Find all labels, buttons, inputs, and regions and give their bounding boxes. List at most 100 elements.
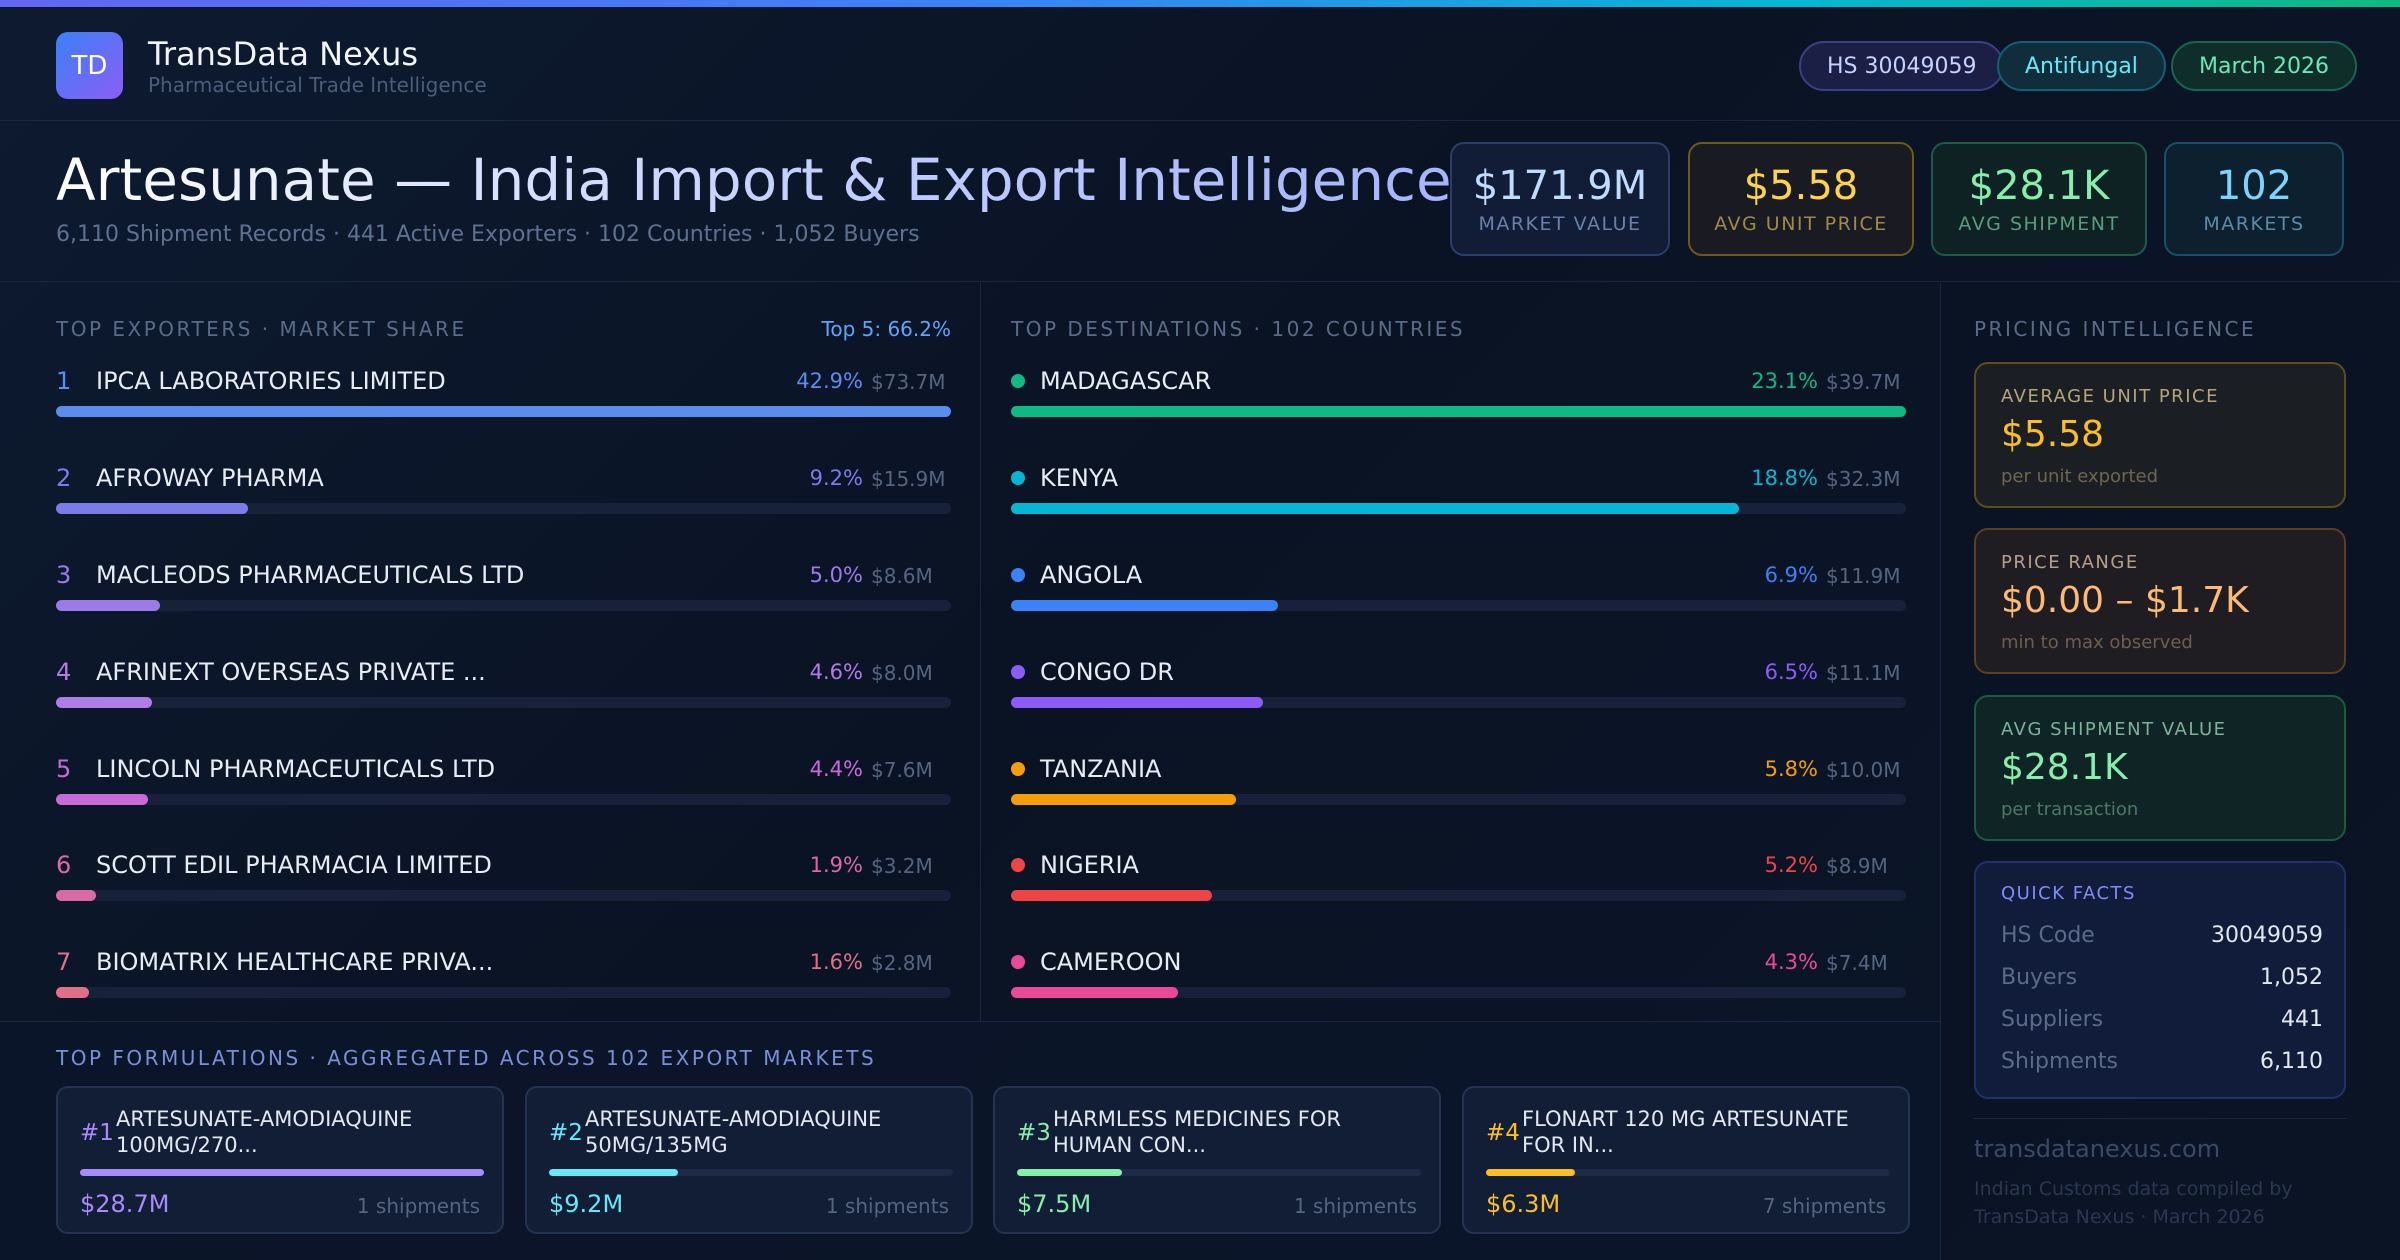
fact-key: HS Code [2001, 923, 2095, 948]
price-range-card[interactable]: PRICE RANGE $0.00 – $1.7K min to max obs… [1974, 528, 2346, 674]
avg-unit-price-card[interactable]: AVERAGE UNIT PRICE $5.58 per unit export… [1974, 362, 2346, 508]
destination-row[interactable]: NIGERIA 5.2% $8.9M [1011, 851, 1906, 931]
country-share: 4.3% [1764, 950, 1818, 974]
formulations-section: TOP FORMULATIONS · AGGREGATED ACROSS 102… [0, 1021, 1940, 1260]
exporter-name: LINCOLN PHARMACEUTICALS LTD [96, 755, 496, 783]
exporter-share: 1.6% [809, 950, 863, 974]
fact-row: Suppliers 441 [2001, 1007, 2323, 1037]
formulation-rank: #3 [1017, 1120, 1051, 1146]
exporter-share: 1.9% [809, 853, 863, 877]
country-dot-icon [1011, 955, 1025, 969]
kpi-market-value[interactable]: $171.9M MARKET VALUE [1450, 142, 1670, 256]
formulation-value: $28.7M [80, 1190, 170, 1218]
formulation-name: HARMLESS MEDICINES FOR HUMAN CON... [1053, 1107, 1341, 1157]
hs-code-chip[interactable]: HS 30049059 [1799, 41, 2005, 91]
exporter-row[interactable]: 6 SCOTT EDIL PHARMACIA LIMITED 1.9% $3.2… [56, 851, 951, 931]
country-dot-icon [1011, 471, 1025, 485]
share-bar-track [56, 503, 951, 514]
destination-row[interactable]: CAMEROON 4.3% $7.4M [1011, 948, 1906, 1028]
formulation-card[interactable]: #3 HARMLESS MEDICINES FOR HUMAN CON... $… [993, 1086, 1441, 1234]
formulation-bar-fill [1486, 1169, 1575, 1176]
card-subtext: min to max observed [2001, 632, 2193, 653]
exporter-name: BIOMATRIX HEALTHCARE PRIVA... [96, 948, 494, 976]
formulation-name: FLONART 120 MG ARTESUNATE FOR IN... [1522, 1107, 1849, 1157]
exporter-name: MACLEODS PHARMACEUTICALS LTD [96, 561, 525, 589]
share-bar-track [1011, 503, 1906, 514]
share-bar-track [56, 600, 951, 611]
share-bar-track [1011, 600, 1906, 611]
data-source-note: Indian Customs data compiled by TransDat… [1974, 1178, 2293, 1228]
formulation-bar-track [80, 1169, 484, 1176]
destination-row[interactable]: CONGO DR 6.5% $11.1M [1011, 658, 1906, 738]
exporter-name: SCOTT EDIL PHARMACIA LIMITED [96, 851, 492, 879]
card-subtext: per unit exported [2001, 466, 2159, 487]
formulation-card[interactable]: #4 FLONART 120 MG ARTESUNATE FOR IN... $… [1462, 1086, 1910, 1234]
country-name: CAMEROON [1040, 948, 1182, 976]
exporter-row[interactable]: 5 LINCOLN PHARMACEUTICALS LTD 4.4% $7.6M [56, 755, 951, 835]
share-bar-fill [1011, 794, 1236, 805]
kpi-label: MARKETS [2203, 213, 2305, 235]
pricing-section-label: PRICING INTELLIGENCE [1974, 317, 2257, 341]
exporter-row[interactable]: 7 BIOMATRIX HEALTHCARE PRIVA... 1.6% $2.… [56, 948, 951, 1028]
country-share: 5.2% [1764, 853, 1818, 877]
country-share: 6.5% [1764, 660, 1818, 684]
brand-logo[interactable]: TD [56, 32, 123, 99]
destination-row[interactable]: TANZANIA 5.8% $10.0M [1011, 755, 1906, 835]
brand-subtitle: Pharmaceutical Trade Intelligence [148, 73, 487, 97]
quick-facts-label: QUICK FACTS [2001, 883, 2136, 904]
fact-key: Shipments [2001, 1049, 2118, 1074]
page-title: Artesunate — India Import & Export Intel… [56, 146, 1452, 214]
kpi-markets[interactable]: 102 MARKETS [2164, 142, 2344, 256]
exporters-panel: TOP EXPORTERS · MARKET SHARE Top 5: 66.2… [0, 283, 980, 1021]
exporter-row[interactable]: 3 MACLEODS PHARMACEUTICALS LTD 5.0% $8.6… [56, 561, 951, 641]
kpi-avg-shipment[interactable]: $28.1K AVG SHIPMENT [1931, 142, 2147, 256]
share-bar-fill [1011, 600, 1279, 611]
share-bar-fill [56, 890, 96, 901]
country-name: CONGO DR [1040, 658, 1174, 686]
exporter-row[interactable]: 4 AFRINEXT OVERSEAS PRIVATE ... 4.6% $8.… [56, 658, 951, 738]
country-share: 5.8% [1764, 757, 1818, 781]
destination-row[interactable]: MADAGASCAR 23.1% $39.7M [1011, 367, 1906, 447]
destination-row[interactable]: ANGOLA 6.9% $11.9M [1011, 561, 1906, 641]
date-chip[interactable]: March 2026 [2171, 41, 2358, 91]
exporter-name: IPCA LABORATORIES LIMITED [96, 367, 446, 395]
exporter-value: $7.6M [871, 758, 933, 782]
share-bar-track [1011, 406, 1906, 417]
share-bar-track [56, 697, 951, 708]
accent-bar [0, 0, 2400, 7]
share-bar-track [56, 890, 951, 901]
country-value: $8.9M [1826, 854, 1888, 878]
exporter-rank: 2 [56, 464, 72, 492]
country-dot-icon [1011, 858, 1025, 872]
site-link[interactable]: transdatanexus.com [1974, 1135, 2221, 1163]
formulations-section-label: TOP FORMULATIONS · AGGREGATED ACROSS 102… [56, 1046, 877, 1070]
formulation-card[interactable]: #2 ARTESUNATE-AMODIAQUINE 50MG/135MG $9.… [525, 1086, 973, 1234]
share-bar-track [1011, 987, 1906, 998]
avg-shipment-value-card[interactable]: AVG SHIPMENT VALUE $28.1K per transactio… [1974, 695, 2346, 841]
share-bar-fill [1011, 987, 1178, 998]
category-chip[interactable]: Antifungal [1997, 41, 2166, 91]
fact-value: 6,110 [2260, 1049, 2323, 1074]
card-label: AVERAGE UNIT PRICE [2001, 386, 2219, 407]
page-subtitle: 6,110 Shipment Records · 441 Active Expo… [56, 222, 920, 247]
card-label: PRICE RANGE [2001, 552, 2139, 573]
share-bar-track [56, 794, 951, 805]
app-header: TD TransData Nexus Pharmaceutical Trade … [0, 7, 2400, 121]
exporter-row[interactable]: 1 IPCA LABORATORIES LIMITED 42.9% $73.7M [56, 367, 951, 447]
country-value: $11.1M [1826, 661, 1901, 685]
country-value: $7.4M [1826, 951, 1888, 975]
exporter-share: 42.9% [796, 369, 863, 393]
share-bar-track [1011, 697, 1906, 708]
exporter-row[interactable]: 2 AFROWAY PHARMA 9.2% $15.9M [56, 464, 951, 544]
formulation-bar-fill [1017, 1169, 1123, 1176]
hero-section: Artesunate — India Import & Export Intel… [0, 122, 2400, 282]
kpi-label: AVG UNIT PRICE [1714, 213, 1888, 235]
exporter-rank: 5 [56, 755, 72, 783]
destination-row[interactable]: KENYA 18.8% $32.3M [1011, 464, 1906, 544]
brand-name[interactable]: TransData Nexus [148, 35, 419, 73]
formulation-bar-track [1017, 1169, 1421, 1176]
kpi-avg-unit-price[interactable]: $5.58 AVG UNIT PRICE [1688, 142, 1914, 256]
formulation-card[interactable]: #1 ARTESUNATE-AMODIAQUINE 100MG/270... $… [56, 1086, 504, 1234]
fact-key: Suppliers [2001, 1007, 2104, 1032]
exporters-section-label: TOP EXPORTERS · MARKET SHARE [56, 317, 467, 341]
